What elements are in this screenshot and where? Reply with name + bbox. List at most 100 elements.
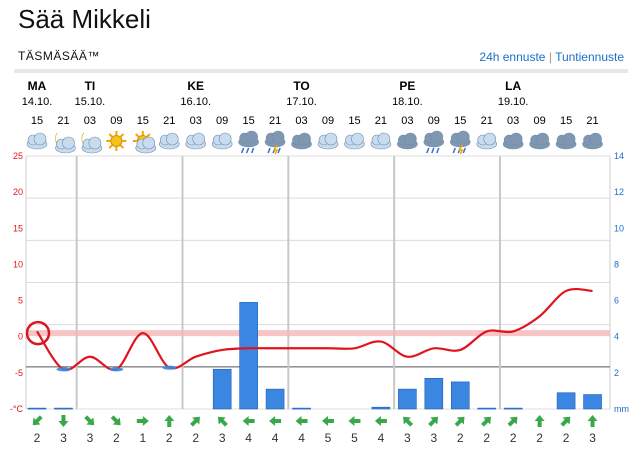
precipitation-bar xyxy=(27,407,47,410)
wind-arrow-icon xyxy=(295,416,308,426)
dark-cloud-icon xyxy=(396,132,418,150)
wind-arrow-icon xyxy=(269,416,282,426)
hour-label: 03 xyxy=(190,115,202,127)
hour-label: 21 xyxy=(269,115,281,127)
left-axis-tick: 15 xyxy=(13,223,23,233)
cloudy-icon xyxy=(343,132,365,150)
hour-label: 21 xyxy=(586,115,598,127)
right-axis-tick: 2 xyxy=(614,368,619,378)
left-axis-tick: 0 xyxy=(18,332,23,342)
hour-label: 15 xyxy=(243,115,255,127)
day-name: MA xyxy=(28,79,47,93)
dark-cloud-icon xyxy=(529,132,551,150)
wind-speed: 3 xyxy=(219,431,226,445)
hour-label: 15 xyxy=(31,115,43,127)
wind-speed: 4 xyxy=(298,431,305,445)
hour-label: 21 xyxy=(375,115,387,127)
left-axis-tick: -5 xyxy=(15,368,23,378)
right-axis-tick: 12 xyxy=(614,187,624,197)
right-axis-tick: 4 xyxy=(614,332,619,342)
temperature-point xyxy=(109,367,124,372)
precipitation-bar xyxy=(239,302,258,410)
wind-arrow-icon xyxy=(507,416,518,427)
wind-arrow-icon xyxy=(190,416,200,427)
day-date: 17.10. xyxy=(286,96,317,108)
hour-label: 21 xyxy=(57,115,69,127)
wind-speed: 2 xyxy=(34,431,41,445)
hour-label: 09 xyxy=(428,115,440,127)
precipitation-bar xyxy=(450,381,470,410)
reference-marker xyxy=(25,320,51,346)
precipitation-bar xyxy=(477,407,497,410)
right-axis-tick: 14 xyxy=(614,151,624,161)
left-axis-tick: 25 xyxy=(13,151,23,161)
precipitation-bar xyxy=(265,388,285,410)
temperature-point xyxy=(56,367,71,372)
hour-label: 09 xyxy=(110,115,122,127)
dark-cloud-icon xyxy=(291,132,313,150)
wind-arrow-icon xyxy=(428,416,439,427)
wind-arrow-icon xyxy=(84,415,95,426)
hour-label: 09 xyxy=(534,115,546,127)
link-hourly-forecast[interactable]: Tuntiennuste xyxy=(555,50,624,64)
hour-label: 03 xyxy=(507,115,519,127)
day-name: KE xyxy=(187,79,204,93)
wind-arrow-icon xyxy=(481,416,491,427)
dark-cloud-icon xyxy=(555,132,577,150)
forecast-header: MA 14.10. TI 15.10. KE 16.10. TO 17.10. PE 18.10.… xyxy=(22,79,604,155)
precipitation-bars xyxy=(27,302,602,410)
hour-label: 15 xyxy=(137,115,149,127)
sun-icon xyxy=(106,131,127,151)
hour-label: 15 xyxy=(454,115,466,127)
wind-speed: 2 xyxy=(563,431,570,445)
wind-speed: 3 xyxy=(60,431,67,445)
rain-cloud-icon xyxy=(423,130,445,154)
chart-axes: 25 20 15 10 5 0 -5 -°C 14 12 10 8 6 4 2 mm xyxy=(10,151,629,414)
forecast-subtitle: TÄSMÄSÄÄ™ xyxy=(18,49,100,63)
precipitation-bar xyxy=(424,377,444,410)
wind-arrow-icon xyxy=(164,415,175,427)
temperature-point xyxy=(162,365,177,370)
wind-arrow-icon xyxy=(110,415,121,426)
precipitation-bar xyxy=(371,406,391,410)
dark-cloud-icon xyxy=(582,132,604,150)
hour-label: 03 xyxy=(295,115,307,127)
link-separator: | xyxy=(548,50,552,64)
wind-arrow-icon xyxy=(560,416,571,427)
wind-speed: 2 xyxy=(510,431,517,445)
left-axis-tick: -°C xyxy=(10,404,24,414)
day-name: TI xyxy=(85,79,96,93)
wind-arrow-icon xyxy=(322,416,334,426)
precipitation-bar xyxy=(398,388,417,410)
sun-cloud-icon xyxy=(132,131,157,154)
cloudy-icon xyxy=(158,132,180,150)
partly-cloudy-night-icon xyxy=(54,132,76,154)
cloudy-icon xyxy=(476,132,498,150)
wind-speed: 1 xyxy=(139,431,146,445)
header-divider xyxy=(14,69,628,73)
wind-speed: 3 xyxy=(430,431,437,445)
wind-arrow-icon xyxy=(58,415,69,427)
day-date: 18.10. xyxy=(392,96,423,108)
chart-grid xyxy=(25,155,611,410)
wind-speed: 2 xyxy=(483,431,490,445)
temperature-series-line xyxy=(36,287,593,372)
wind-speed: 3 xyxy=(404,431,411,445)
day-name: LA xyxy=(505,79,521,93)
wind-arrow-icon xyxy=(242,416,255,426)
page-title: Sää Mikkeli xyxy=(18,4,151,34)
link-24h-forecast[interactable]: 24h ennuste xyxy=(479,50,546,64)
wind-arrow-icon xyxy=(403,416,414,427)
wind-speed: 5 xyxy=(351,431,358,445)
wind-speed: 2 xyxy=(457,431,464,445)
precipitation-bar xyxy=(583,394,602,410)
wind-arrow-icon xyxy=(587,415,598,427)
day-name: TO xyxy=(293,79,309,93)
rain-cloud-icon xyxy=(238,130,260,154)
wind-arrow-icon xyxy=(136,416,149,426)
wind-speed: 3 xyxy=(87,431,94,445)
moon-cloud-icon xyxy=(81,132,103,154)
wind-row: 2 3 3 2 1 2 2 3 4 4 4 5 5 4 3 3 2 2 2 2 2 3 xyxy=(32,415,598,445)
wind-speed: 2 xyxy=(166,431,173,445)
